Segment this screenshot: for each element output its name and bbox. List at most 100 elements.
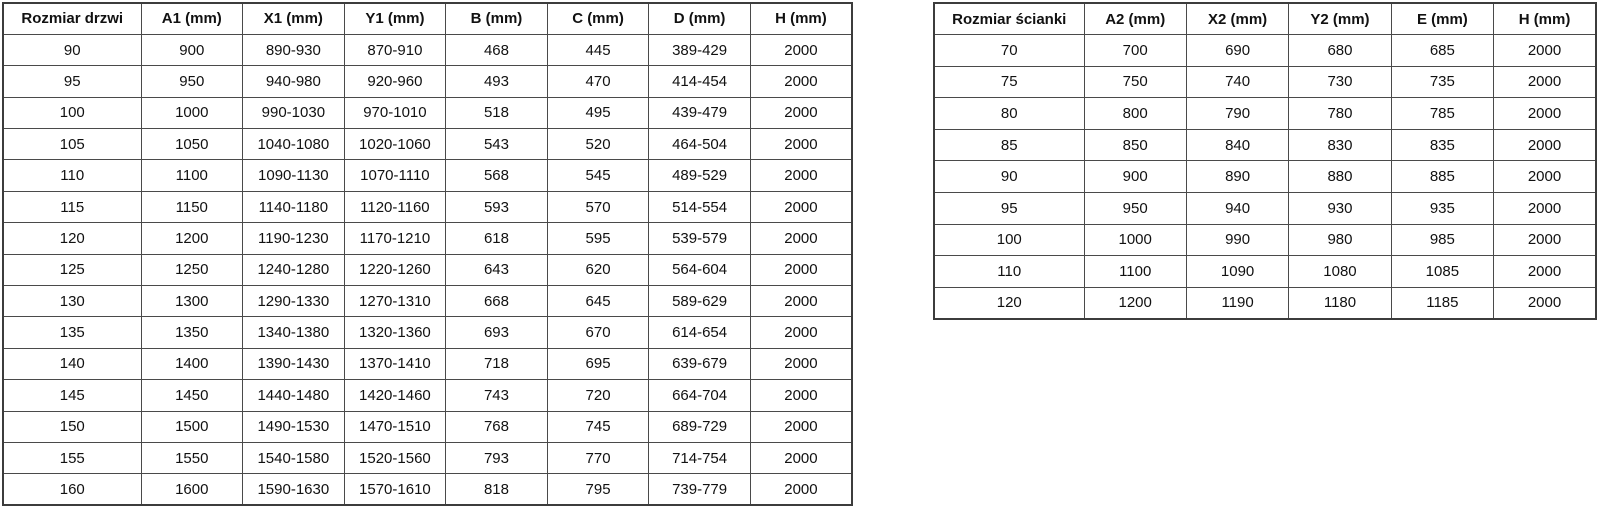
table-cell: 1240-1280 xyxy=(242,253,345,287)
table-cell: 1100 xyxy=(1083,255,1187,288)
table-cell: 790 xyxy=(1185,97,1290,130)
table-cell: 793 xyxy=(445,441,548,475)
table-cell: 2000 xyxy=(1493,97,1597,130)
table-cell: 1000 xyxy=(140,96,244,130)
table-cell: 100 xyxy=(2,96,142,130)
table-cell: 518 xyxy=(445,96,548,130)
table-cell: 125 xyxy=(2,253,142,287)
table-cell: 1140-1180 xyxy=(242,190,345,224)
table-cell: 880 xyxy=(1288,160,1392,194)
table-cell: 780 xyxy=(1288,97,1392,130)
column-header: Rozmiar drzwi xyxy=(2,2,142,35)
table-row: 90 900 890-930 870-910 468 445 389-429 2000 xyxy=(2,33,853,67)
table-cell: 990 xyxy=(1185,223,1290,257)
table-cell: 543 xyxy=(445,128,548,161)
column-header: A1 (mm) xyxy=(140,2,244,35)
table-cell: 2000 xyxy=(1493,160,1597,194)
table-cell: 2000 xyxy=(1493,286,1597,320)
table-cell: 664-704 xyxy=(648,379,751,412)
table-cell: 1340-1380 xyxy=(242,316,345,349)
table-cell: 900 xyxy=(1083,160,1187,194)
table-cell: 80 xyxy=(933,97,1085,130)
table-cell: 589-629 xyxy=(648,285,751,318)
table-cell: 2000 xyxy=(749,347,853,381)
table-cell: 1120-1160 xyxy=(343,190,447,224)
table-cell: 100 xyxy=(933,223,1085,257)
table-cell: 2000 xyxy=(1493,65,1597,99)
table-row: 105 1050 1040-1080 1020-1060 543 520 464-504 20… xyxy=(2,128,853,161)
table-row: 100 1000 990 980 985 2000 xyxy=(933,223,1597,257)
table-cell: 2000 xyxy=(749,441,853,475)
table-cell: 1190 xyxy=(1185,286,1290,320)
column-header: Y2 (mm) xyxy=(1288,2,1392,36)
table-cell: 693 xyxy=(445,316,548,349)
table-cell: 980 xyxy=(1288,223,1392,257)
table-cell: 105 xyxy=(2,128,142,161)
table-cell: 770 xyxy=(546,441,650,475)
table-cell: 593 xyxy=(445,190,548,224)
table-cell: 1000 xyxy=(1083,223,1187,257)
table-cell: 1040-1080 xyxy=(242,128,345,161)
table-row: 140 1400 1390-1430 1370-1410 718 695 639-679 20… xyxy=(2,347,853,381)
table-row: 120 1200 1190-1230 1170-1210 618 595 539-579 20… xyxy=(2,222,853,255)
table-cell: 670 xyxy=(546,316,650,349)
table-cell: 935 xyxy=(1390,192,1495,225)
table-cell: 620 xyxy=(546,253,650,287)
table-row: 100 1000 990-1030 970-1010 518 495 439-479 2000 xyxy=(2,96,853,130)
table-cell: 830 xyxy=(1288,128,1392,162)
table-cell: 2000 xyxy=(749,159,853,192)
column-header: E (mm) xyxy=(1390,2,1495,36)
table-cell: 2000 xyxy=(1493,192,1597,225)
table-cell: 618 xyxy=(445,222,548,255)
table-cell: 439-479 xyxy=(648,96,751,130)
table-row: 75 750 740 730 735 2000 xyxy=(933,65,1597,99)
table-cell: 115 xyxy=(2,190,142,224)
table-cell: 90 xyxy=(2,33,142,67)
table-cell: 870-910 xyxy=(343,33,447,67)
column-header: D (mm) xyxy=(648,2,751,35)
table-cell: 1080 xyxy=(1288,255,1392,288)
table-cell: 95 xyxy=(933,192,1085,225)
column-header: X1 (mm) xyxy=(242,2,345,35)
column-header: Rozmiar ścianki xyxy=(933,2,1085,36)
table-cell: 95 xyxy=(2,65,142,98)
table-cell: 695 xyxy=(546,347,650,381)
table-row: 125 1250 1240-1280 1220-1260 643 620 564-604 20… xyxy=(2,253,853,287)
column-header: H (mm) xyxy=(1493,2,1597,36)
table-cell: 130 xyxy=(2,285,142,318)
table-cell: 743 xyxy=(445,379,548,412)
table-cell: 2000 xyxy=(749,128,853,161)
table-row: 110 1100 1090-1130 1070-1110 568 545 489-529 20… xyxy=(2,159,853,192)
table-cell: 1170-1210 xyxy=(343,222,447,255)
header-row: Rozmiar ścianki A2 (mm) X2 (mm) Y2 (mm) E (m… xyxy=(933,2,1597,36)
table-cell: 1185 xyxy=(1390,286,1495,320)
column-header: X2 (mm) xyxy=(1185,2,1290,36)
table-cell: 1290-1330 xyxy=(242,285,345,318)
table-cell: 1550 xyxy=(140,441,244,475)
table-cell: 950 xyxy=(1083,192,1187,225)
table-cell: 570 xyxy=(546,190,650,224)
table-row: 95 950 940-980 920-960 493 470 414-454 2000 xyxy=(2,65,853,98)
table-cell: 850 xyxy=(1083,128,1187,162)
table-row: 130 1300 1290-1330 1270-1310 668 645 589-629 20… xyxy=(2,285,853,318)
table-cell: 930 xyxy=(1288,192,1392,225)
table-cell: 1350 xyxy=(140,316,244,349)
table-cell: 2000 xyxy=(749,473,853,506)
table-cell: 2000 xyxy=(1493,128,1597,162)
table-cell: 1500 xyxy=(140,410,244,443)
table-cell: 970-1010 xyxy=(343,96,447,130)
table-cell: 160 xyxy=(2,473,142,506)
table-cell: 70 xyxy=(933,34,1085,67)
table-cell: 614-654 xyxy=(648,316,751,349)
table-cell: 1570-1610 xyxy=(343,473,447,506)
table-cell: 75 xyxy=(933,65,1085,99)
table-cell: 468 xyxy=(445,33,548,67)
table-cell: 568 xyxy=(445,159,548,192)
table-cell: 1180 xyxy=(1288,286,1392,320)
header-row: Rozmiar drzwi A1 (mm) X1 (mm) Y1 (mm) B (mm)… xyxy=(2,2,853,35)
table-cell: 2000 xyxy=(1493,255,1597,288)
table-cell: 493 xyxy=(445,65,548,98)
table-cell: 689-729 xyxy=(648,410,751,443)
table-cell: 795 xyxy=(546,473,650,506)
